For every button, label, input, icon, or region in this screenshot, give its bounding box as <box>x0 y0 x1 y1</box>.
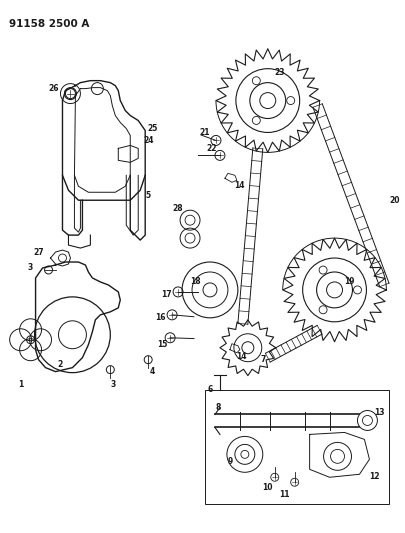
Text: 10: 10 <box>262 483 272 492</box>
Text: 4: 4 <box>149 367 154 376</box>
Text: 23: 23 <box>274 68 284 77</box>
Text: 5: 5 <box>145 191 150 200</box>
Text: 1: 1 <box>18 380 23 389</box>
Text: 14: 14 <box>234 181 245 190</box>
Text: 24: 24 <box>143 136 153 145</box>
Text: 22: 22 <box>206 144 217 153</box>
Text: 91158 2500 A: 91158 2500 A <box>9 19 89 29</box>
Text: 20: 20 <box>388 196 399 205</box>
Text: 25: 25 <box>147 124 157 133</box>
Text: 7: 7 <box>260 355 265 364</box>
Text: 18: 18 <box>189 278 200 286</box>
Text: 6: 6 <box>207 385 212 394</box>
Text: 11: 11 <box>279 490 289 499</box>
Text: 17: 17 <box>160 290 171 300</box>
Text: 3: 3 <box>28 263 33 272</box>
Text: 19: 19 <box>343 278 354 286</box>
Bar <box>205 390 388 504</box>
Text: 27: 27 <box>33 247 44 256</box>
Text: 2: 2 <box>58 360 63 369</box>
Text: 21: 21 <box>199 128 210 137</box>
Text: 3: 3 <box>111 380 116 389</box>
Text: 13: 13 <box>373 408 384 417</box>
Text: 16: 16 <box>155 313 165 322</box>
Text: 26: 26 <box>48 84 59 93</box>
Text: 15: 15 <box>157 340 167 349</box>
Text: 9: 9 <box>227 457 232 466</box>
Text: 12: 12 <box>368 472 379 481</box>
Text: 28: 28 <box>173 204 183 213</box>
Text: 14: 14 <box>236 352 247 361</box>
Text: 8: 8 <box>215 403 220 412</box>
